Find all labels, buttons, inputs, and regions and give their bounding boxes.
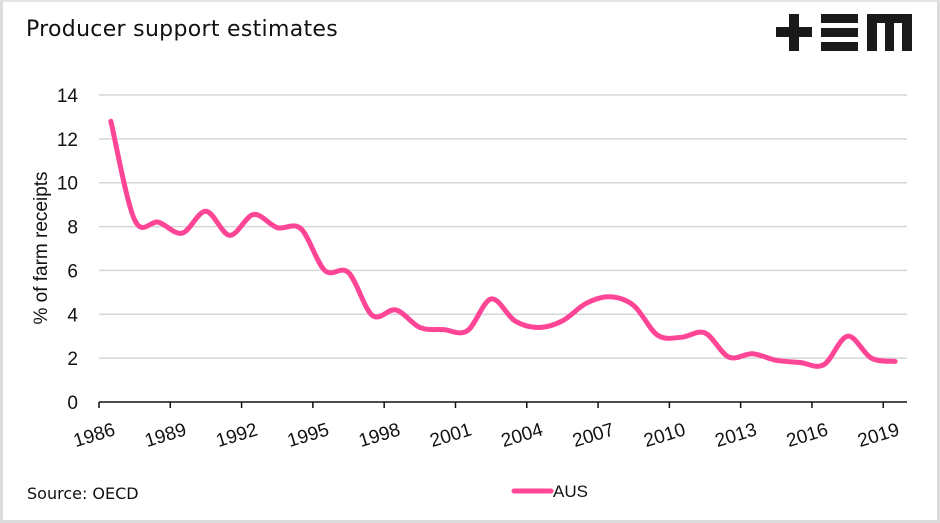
y-tick-label: 14	[57, 86, 79, 107]
x-tick-label: 1995	[285, 420, 332, 452]
data-point-2019	[893, 359, 898, 364]
data-point-2013	[750, 351, 755, 356]
data-point-2018	[869, 356, 874, 361]
data-point-2011	[703, 330, 708, 335]
x-tick-label: 2007	[570, 420, 617, 452]
data-point-1996	[346, 270, 351, 275]
x-tick-label: 1992	[214, 420, 261, 452]
x-axis	[98, 401, 907, 408]
data-point-1995	[322, 268, 327, 273]
data-point-1988	[156, 220, 161, 225]
data-point-2014	[774, 358, 779, 363]
data-point-2009	[655, 333, 660, 338]
series-points	[108, 119, 897, 367]
x-tick-label: 2010	[641, 420, 688, 452]
data-point-1987	[132, 217, 137, 222]
chart-title: Producer support estimates	[26, 17, 339, 42]
x-tick-label: 1986	[71, 420, 118, 452]
data-point-1989	[180, 231, 185, 236]
data-point-2010	[679, 335, 684, 340]
data-point-2005	[560, 318, 565, 323]
data-point-1994	[299, 226, 304, 231]
x-tick-label: 2004	[499, 419, 546, 452]
data-point-1993	[275, 225, 280, 230]
data-point-1991	[227, 233, 232, 238]
x-tick-label: 1998	[356, 420, 403, 452]
y-tick-label: 10	[57, 174, 78, 195]
data-point-2016	[821, 362, 826, 367]
m-letter-icon	[867, 14, 912, 51]
data-point-2012	[726, 355, 731, 360]
data-point-2008	[631, 303, 636, 308]
data-point-1992	[251, 212, 256, 217]
series-line-aus	[108, 118, 898, 369]
y-tick-label: 0	[67, 393, 78, 414]
y-axis-title: % of farm receipts	[31, 171, 52, 324]
x-tick-label: 2016	[784, 420, 831, 452]
data-point-2000	[441, 327, 446, 332]
data-point-2006	[584, 301, 589, 306]
y-tick-label: 8	[67, 218, 78, 239]
data-point-2001	[465, 328, 470, 333]
data-point-1986	[108, 119, 113, 124]
x-tick-label: 2019	[855, 420, 902, 452]
y-tick-label: 2	[67, 349, 78, 370]
x-tick-label: 2013	[713, 420, 760, 452]
x-tick-label: 1989	[142, 420, 189, 452]
source-note: Source: OECD	[27, 484, 139, 503]
data-point-2003	[512, 318, 517, 323]
y-tick-label: 6	[67, 261, 78, 282]
data-point-2015	[798, 360, 803, 365]
data-point-2017	[845, 334, 850, 339]
data-point-1999	[417, 325, 422, 330]
y-tick-labels: 0 2 4 6 8 10 12 14	[57, 86, 79, 414]
data-point-1990	[203, 209, 208, 214]
data-point-1997	[370, 313, 375, 318]
y-tick-label: 4	[67, 305, 78, 326]
data-point-2002	[489, 296, 494, 301]
x-tick-labels: 1986 1989 1992 1995 1998 2001 2004 2007 2010 2013…	[71, 419, 902, 452]
x-tick-label: 2001	[428, 420, 475, 452]
y-tick-label: 12	[57, 130, 78, 151]
plus-icon	[776, 14, 812, 51]
data-point-1998	[394, 307, 399, 312]
equals-triple-icon	[821, 14, 858, 51]
data-point-2007	[607, 294, 612, 299]
legend: AUS	[511, 482, 588, 501]
data-point-2004	[536, 325, 541, 330]
tem-logo	[776, 14, 912, 51]
legend-label-aus: AUS	[553, 482, 588, 501]
